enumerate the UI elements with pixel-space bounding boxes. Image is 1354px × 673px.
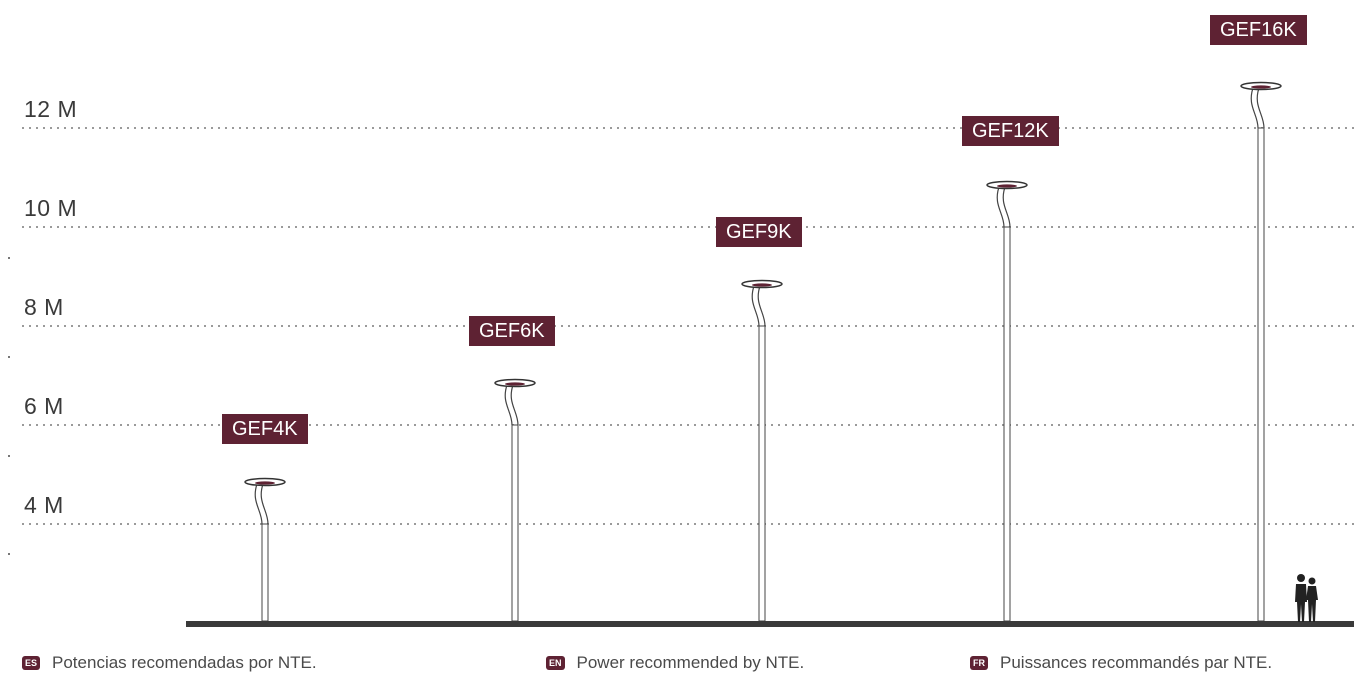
pole-neck <box>504 384 519 426</box>
pole-shaft <box>261 523 269 622</box>
pole-shaft <box>758 325 766 622</box>
side-tick <box>8 257 10 259</box>
pole-neck <box>1250 87 1265 129</box>
luminaire-lens <box>255 481 275 485</box>
street-light-pole <box>244 477 286 622</box>
pole-shaft <box>1257 127 1265 622</box>
note-text-fr: Puissances recommandés par NTE. <box>1000 653 1273 672</box>
model-label: GEF12K <box>962 116 1059 146</box>
people-silhouette-icon <box>1295 574 1318 622</box>
luminaire-lens <box>752 283 772 287</box>
side-tick <box>8 553 10 555</box>
luminaire-lens <box>997 184 1017 188</box>
pole-shaft <box>511 424 519 622</box>
height-label: 10 M <box>24 195 78 221</box>
note-fr: FR Puissances recommandés par NTE. <box>970 653 1272 673</box>
pole-neck <box>751 285 766 327</box>
model-label: GEF4K <box>222 414 308 444</box>
street-light-pole <box>986 180 1028 622</box>
street-light-pole <box>1240 81 1282 622</box>
side-tick <box>8 356 10 358</box>
height-label: 12 M <box>24 96 78 122</box>
model-label: GEF16K <box>1210 15 1307 45</box>
height-label: 6 M <box>24 393 64 419</box>
lang-badge-es: ES <box>22 656 41 670</box>
pole-shaft <box>1003 226 1011 622</box>
note-es: ES Potencias recomendadas por NTE. <box>22 653 317 673</box>
ground-line <box>186 621 1354 627</box>
pole-neck <box>254 483 269 525</box>
luminaire-lens <box>505 382 525 386</box>
street-light-pole <box>494 378 536 622</box>
lang-badge-fr: FR <box>970 656 988 670</box>
note-text-es: Potencias recomendadas por NTE. <box>52 653 317 672</box>
note-text-en: Power recommended by NTE. <box>576 653 805 672</box>
height-label: 4 M <box>24 492 64 518</box>
model-label: GEF9K <box>716 217 802 247</box>
pole-neck <box>996 186 1011 228</box>
side-tick <box>8 455 10 457</box>
street-light-pole <box>741 279 783 622</box>
luminaire-lens <box>1251 85 1271 89</box>
height-label: 8 M <box>24 294 64 320</box>
lang-badge-en: EN <box>546 656 565 670</box>
model-label: GEF6K <box>469 316 555 346</box>
note-en: EN Power recommended by NTE. <box>546 653 804 673</box>
